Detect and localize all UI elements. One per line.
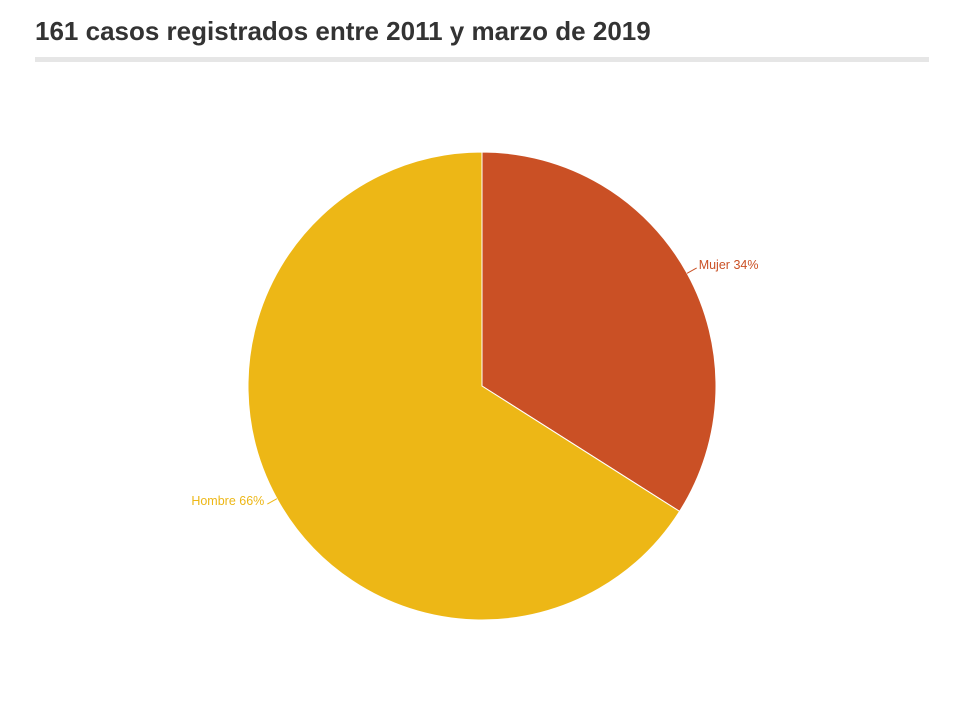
data-label-category: Hombre: [191, 494, 236, 508]
data-label-hombre: Hombre 66%: [191, 494, 278, 508]
chart-title: 161 casos registrados entre 2011 y marzo…: [35, 16, 651, 46]
data-label-unit: %: [253, 494, 264, 508]
data-label-category: Mujer: [699, 258, 730, 272]
pie-slice-hombre: [247, 151, 681, 621]
data-label-text-hombre: Hombre 66%: [191, 494, 264, 508]
data-label-value: 66: [239, 494, 253, 508]
data-label-text-mujer: Mujer 34%: [699, 258, 759, 272]
title-divider: [35, 57, 929, 62]
leader-line-mujer: [686, 267, 697, 274]
data-label-mujer: Mujer 34%: [686, 258, 759, 274]
data-label-unit: %: [747, 258, 758, 272]
data-label-value: 34: [733, 258, 747, 272]
pie-slice-mujer: [481, 151, 717, 513]
leader-line-hombre: [267, 498, 278, 505]
